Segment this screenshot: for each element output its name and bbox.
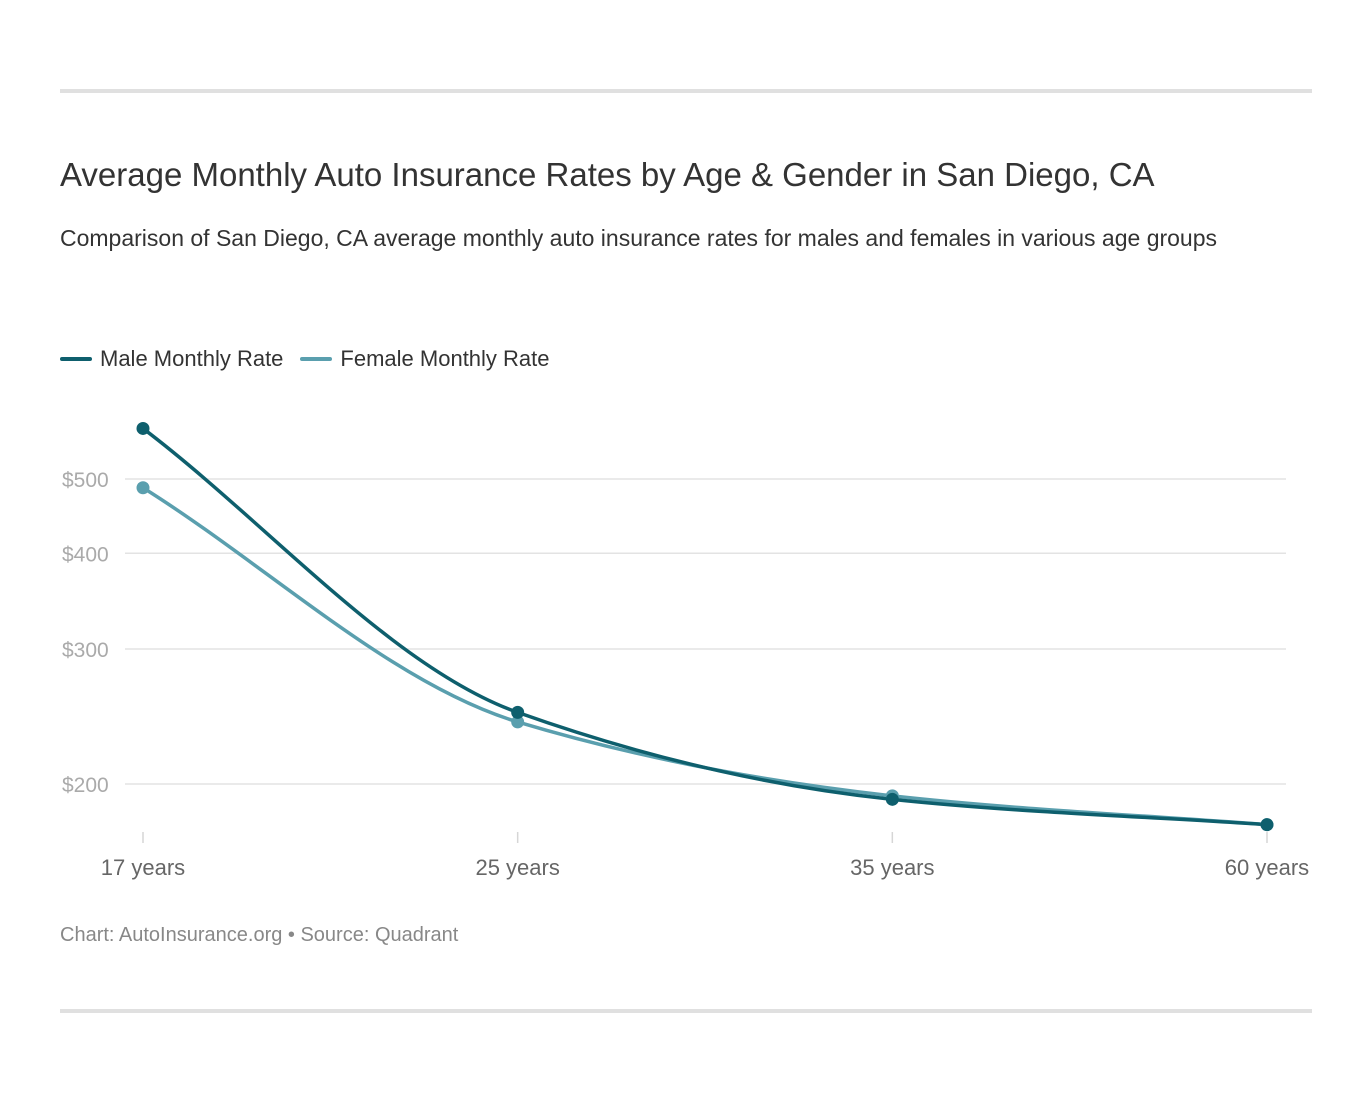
chart-legend: Male Monthly Rate Female Monthly Rate	[60, 344, 567, 374]
series-lines	[141, 426, 1269, 827]
y-tick-label-500: $500	[62, 469, 109, 492]
series-points	[136, 421, 1274, 832]
chart-subtitle: Comparison of San Diego, CA average mont…	[60, 225, 1218, 251]
y-axis-ticks: $200 $300 $400 $500	[62, 469, 109, 797]
x-tick-label-1: 25 years	[475, 855, 559, 880]
legend-label-female: Female Monthly Rate	[340, 346, 550, 371]
x-tick-label-3: 60 years	[1225, 855, 1309, 880]
series-line-male	[141, 426, 1269, 827]
legend-label-male: Male Monthly Rate	[100, 346, 284, 371]
y-tick-label-200: $200	[62, 774, 109, 797]
legend-swatch-female	[300, 357, 333, 361]
y-tick-label-400: $400	[62, 543, 109, 566]
chart-title: Average Monthly Auto Insurance Rates by …	[60, 156, 1155, 193]
data-point-male-2	[885, 792, 899, 806]
data-point-female-1	[511, 715, 525, 729]
data-point-male-3	[1260, 818, 1274, 832]
x-axis-ticks: 17 years 25 years 35 years 60 years	[101, 832, 1309, 880]
data-point-male-1	[511, 705, 525, 719]
chart-footer-source: Chart: AutoInsurance.org • Source: Quadr…	[60, 924, 459, 946]
legend-item-female[interactable]: Female Monthly Rate	[300, 346, 550, 372]
series-line-female	[141, 486, 1269, 827]
data-point-male-0	[136, 421, 150, 435]
data-point-female-0	[136, 481, 150, 495]
top-divider	[60, 89, 1312, 93]
x-tick-label-0: 17 years	[101, 855, 185, 880]
bottom-divider	[60, 1009, 1312, 1013]
legend-item-male[interactable]: Male Monthly Rate	[60, 346, 283, 372]
y-tick-label-300: $300	[62, 639, 109, 662]
grid-lines	[125, 478, 1286, 785]
x-tick-label-2: 35 years	[850, 855, 934, 880]
legend-swatch-male	[60, 357, 92, 361]
